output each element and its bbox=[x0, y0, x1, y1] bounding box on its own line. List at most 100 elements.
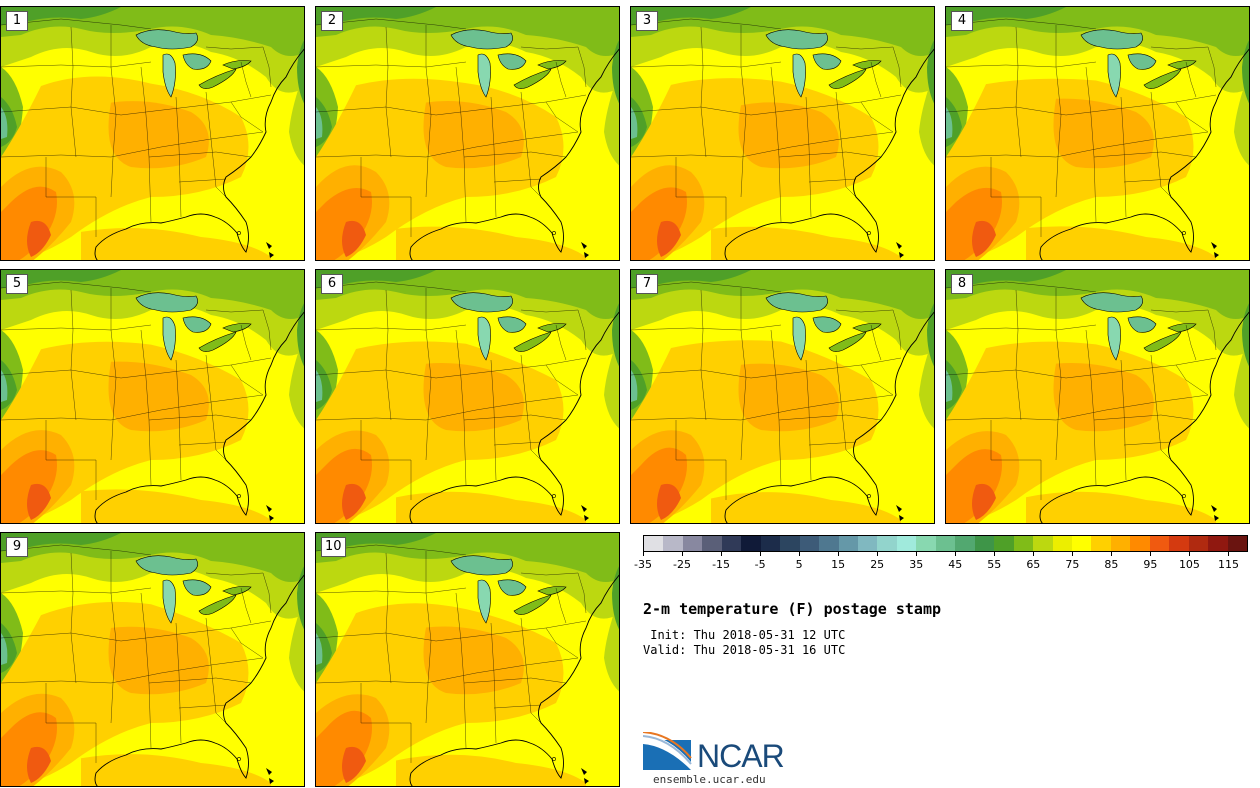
colorbar-tick-mark bbox=[994, 552, 996, 556]
temperature-map bbox=[316, 7, 619, 260]
colorbar-tick-label: 25 bbox=[870, 558, 885, 571]
colorbar-tick-label: 75 bbox=[1065, 558, 1080, 571]
colorbar-swatch bbox=[1188, 536, 1209, 551]
colorbar-tick-mark bbox=[916, 552, 918, 556]
temperature-map bbox=[1, 533, 304, 786]
colorbar-swatch bbox=[1091, 536, 1111, 551]
colorbar-swatch bbox=[760, 536, 781, 551]
colorbar-swatch bbox=[935, 536, 956, 551]
colorbar-tick-label: -25 bbox=[673, 558, 692, 571]
map-panel-7: 7 bbox=[630, 269, 935, 524]
colorbar-tick-mark bbox=[1072, 552, 1074, 556]
colorbar-tick-mark bbox=[1111, 552, 1113, 556]
map-panel-8: 8 bbox=[945, 269, 1250, 524]
panel-number: 10 bbox=[321, 537, 346, 557]
colorbar-swatch bbox=[702, 536, 722, 551]
colorbar-swatch bbox=[1071, 536, 1092, 551]
colorbar-swatch bbox=[974, 536, 995, 551]
colorbar-swatch bbox=[1227, 536, 1248, 551]
panel-number: 5 bbox=[6, 274, 28, 294]
colorbar-swatch bbox=[663, 536, 683, 551]
panel-number: 3 bbox=[636, 11, 658, 31]
panel-number: 1 bbox=[6, 11, 28, 31]
colorbar-swatch bbox=[1208, 536, 1228, 551]
temperature-map bbox=[1, 7, 304, 260]
temperature-map bbox=[631, 7, 934, 260]
colorbar-swatch bbox=[955, 536, 975, 551]
panel-number: 7 bbox=[636, 274, 658, 294]
colorbar-swatch bbox=[780, 536, 800, 551]
temperature-map bbox=[1, 270, 304, 523]
colorbar-tick-label: 45 bbox=[948, 558, 963, 571]
colorbar-tick-label: 35 bbox=[909, 558, 924, 571]
colorbar-tick-mark bbox=[1189, 552, 1191, 556]
colorbar-tick-mark bbox=[1228, 552, 1230, 556]
colorbar-tick-mark bbox=[1033, 552, 1035, 556]
logo-url: ensemble.ucar.edu bbox=[653, 773, 766, 786]
colorbar-swatch bbox=[916, 536, 936, 551]
colorbar-swatch bbox=[994, 536, 1014, 551]
ncar-logo-text: NCAR bbox=[697, 738, 785, 774]
temperature-map bbox=[946, 270, 1249, 523]
ncar-logo-icon bbox=[643, 732, 692, 770]
colorbar-tick-mark bbox=[643, 552, 644, 556]
colorbar-tick-label: 95 bbox=[1143, 558, 1158, 571]
colorbar-tick-label: 105 bbox=[1178, 558, 1200, 571]
colorbar-tick-mark bbox=[760, 552, 762, 556]
panel-number: 9 bbox=[6, 537, 28, 557]
colorbar-tick-label: 115 bbox=[1217, 558, 1239, 571]
colorbar-tick-mark bbox=[1150, 552, 1152, 556]
colorbar-tick-label: 5 bbox=[795, 558, 803, 571]
colorbar-tick-mark bbox=[877, 552, 879, 556]
colorbar-tick-label: -15 bbox=[712, 558, 731, 571]
colorbar-swatch bbox=[1169, 536, 1189, 551]
colorbar-tick-mark bbox=[838, 552, 840, 556]
colorbar-tick-mark bbox=[799, 552, 801, 556]
temperature-map bbox=[631, 270, 934, 523]
map-panel-4: 4 bbox=[945, 6, 1250, 261]
colorbar-swatch bbox=[1052, 536, 1072, 551]
colorbar bbox=[643, 535, 1248, 552]
colorbar-swatch bbox=[1033, 536, 1053, 551]
colorbar-swatch bbox=[721, 536, 742, 551]
map-panel-10: 10 bbox=[315, 532, 620, 787]
map-panel-1: 1 bbox=[0, 6, 305, 261]
temperature-map bbox=[316, 533, 619, 786]
map-panel-2: 2 bbox=[315, 6, 620, 261]
colorbar-swatch bbox=[877, 536, 897, 551]
map-panel-5: 5 bbox=[0, 269, 305, 524]
valid-time: Valid: Thu 2018-05-31 16 UTC bbox=[643, 643, 846, 657]
colorbar-tick-label: 55 bbox=[987, 558, 1002, 571]
colorbar-tick-label: -35 bbox=[634, 558, 652, 571]
colorbar-swatch bbox=[857, 536, 878, 551]
colorbar-swatch bbox=[838, 536, 858, 551]
colorbar-swatch bbox=[644, 536, 664, 551]
init-time: Init: Thu 2018-05-31 12 UTC bbox=[643, 628, 846, 642]
panel-number: 2 bbox=[321, 11, 343, 31]
colorbar-swatch bbox=[896, 536, 917, 551]
colorbar-tick-mark bbox=[682, 552, 684, 556]
colorbar-tick-label: 85 bbox=[1104, 558, 1119, 571]
colorbar-tick-mark bbox=[721, 552, 723, 556]
panel-number: 4 bbox=[951, 11, 973, 31]
colorbar-swatch bbox=[1013, 536, 1034, 551]
colorbar-swatch bbox=[1110, 536, 1131, 551]
colorbar-tick-label: 65 bbox=[1026, 558, 1041, 571]
temperature-map bbox=[946, 7, 1249, 260]
colorbar-ticks: -35 -25 -15 -5 5 15 25 35 45 55 65 75 85 95 105 115 bbox=[634, 552, 1248, 572]
colorbar-swatch bbox=[741, 536, 761, 551]
colorbar-tick-label: 15 bbox=[831, 558, 846, 571]
colorbar-swatch bbox=[799, 536, 820, 551]
map-panel-9: 9 bbox=[0, 532, 305, 787]
panel-number: 8 bbox=[951, 274, 973, 294]
colorbar-swatch bbox=[682, 536, 703, 551]
temperature-map bbox=[316, 270, 619, 523]
colorbar-tick-label: -5 bbox=[754, 558, 766, 571]
map-panel-3: 3 bbox=[630, 6, 935, 261]
map-panel-6: 6 bbox=[315, 269, 620, 524]
colorbar-swatch bbox=[1149, 536, 1170, 551]
chart-title: 2-m temperature (F) postage stamp bbox=[643, 600, 942, 618]
panel-number: 6 bbox=[321, 274, 343, 294]
colorbar-swatch bbox=[1130, 536, 1150, 551]
colorbar-swatch bbox=[819, 536, 839, 551]
